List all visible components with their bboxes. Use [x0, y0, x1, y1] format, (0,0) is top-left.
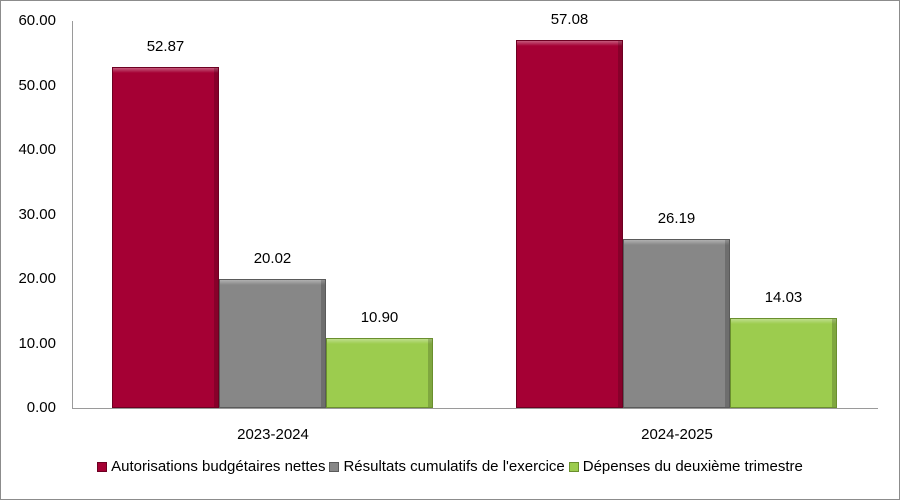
y-tick-label: 60.00	[18, 12, 56, 29]
legend-label: Dépenses du deuxième trimestre	[582, 458, 803, 475]
y-tick-label: 0.00	[26, 399, 56, 416]
bar	[326, 337, 433, 408]
bar	[112, 66, 219, 408]
bar-value-label: 52.87	[146, 37, 185, 55]
bar-value-label: 20.02	[253, 249, 292, 267]
legend-label: Autorisations budgétaires nettes	[111, 458, 326, 475]
bar	[516, 39, 623, 408]
legend-swatch-icon	[97, 461, 108, 472]
bar-value-label: 10.90	[360, 308, 399, 326]
y-axis-line	[72, 21, 73, 408]
legend: Autorisations budgétaires nettes Résulta…	[0, 458, 900, 475]
y-tick-label: 10.00	[18, 334, 56, 352]
legend-item: Autorisations budgétaires nettes	[97, 458, 325, 475]
bar	[219, 278, 326, 408]
legend-item: Dépenses du deuxième trimestre	[568, 458, 803, 475]
x-axis-line	[72, 408, 878, 409]
bar-value-label: 57.08	[550, 10, 589, 28]
category-label: 2023-2024	[237, 426, 309, 443]
y-tick-label: 40.00	[18, 141, 56, 158]
y-tick-label: 30.00	[18, 205, 56, 223]
bar	[730, 317, 837, 408]
y-tick-label: 20.00	[18, 270, 56, 287]
legend-label: Résultats cumulatifs de l'exercice	[343, 458, 565, 475]
legend-swatch-icon	[329, 461, 340, 472]
bar	[623, 239, 730, 408]
bar-value-label: 26.19	[657, 210, 696, 228]
legend-swatch-icon	[568, 461, 579, 472]
category-label: 2024-2025	[641, 426, 713, 443]
y-tick-label: 50.00	[18, 76, 56, 94]
legend-item: Résultats cumulatifs de l'exercice	[329, 458, 565, 475]
bar-value-label: 14.03	[764, 288, 803, 306]
